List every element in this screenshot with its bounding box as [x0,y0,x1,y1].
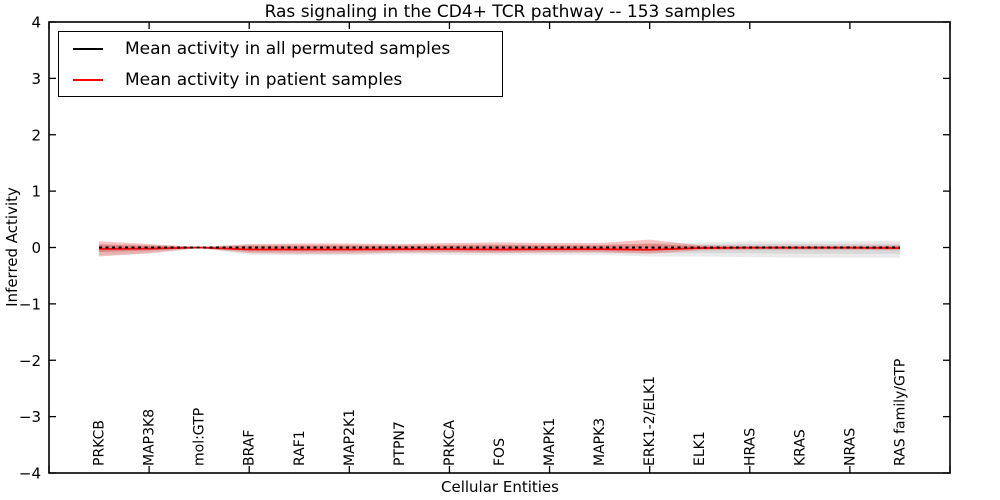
x-category-label: ELK1 [692,431,708,466]
patient-mean-line [99,246,900,251]
x-category-label: KRAS [792,429,808,466]
y-tick-label: −4 [19,465,41,483]
chart-title: Ras signaling in the CD4+ TCR pathway --… [264,2,736,22]
x-category-label: MAP3K8 [142,409,158,466]
x-category-label: MAP2K1 [342,409,358,466]
x-category-label: RAS family/GTP [892,359,908,466]
legend: Mean activity in all permuted samples Me… [58,31,503,97]
patient-std-outer-band [99,239,900,257]
legend-item-patient: Mean activity in patient samples [59,64,502,95]
x-category-label: PTPN7 [392,421,408,466]
y-tick-label: −1 [19,295,41,313]
x-category-label: FOS [492,438,508,466]
x-category-label: RAF1 [292,430,308,466]
axis-ticks [48,21,951,474]
y-tick-label: 1 [31,183,41,201]
patient-line-swatch [73,78,103,81]
legend-label-permuted: Mean activity in all permuted samples [125,38,451,59]
legend-item-permuted: Mean activity in all permuted samples [59,33,502,64]
x-category-label: MAPK3 [592,418,608,466]
permuted-line-swatch [73,47,103,50]
x-category-label: mol:GTP [192,408,208,466]
y-tick-label: 4 [31,14,41,32]
x-category-label: BRAF [242,430,258,466]
legend-label-patient: Mean activity in patient samples [125,69,403,90]
x-axis-title: Cellular Entities [441,478,559,496]
x-category-label: HRAS [742,428,758,466]
y-tick-label: 3 [31,70,41,88]
x-category-label: NRAS [842,428,858,466]
x-category-label: ERK1-2/ELK1 [642,376,658,466]
y-tick-label: 0 [31,239,41,257]
y-tick-label: 2 [31,126,41,144]
x-category-label: MAPK1 [542,418,558,466]
x-category-label: PRKCA [442,420,458,466]
y-tick-label: −3 [19,408,41,426]
y-tick-label: −2 [19,352,41,370]
x-category-label: PRKCB [92,420,108,466]
